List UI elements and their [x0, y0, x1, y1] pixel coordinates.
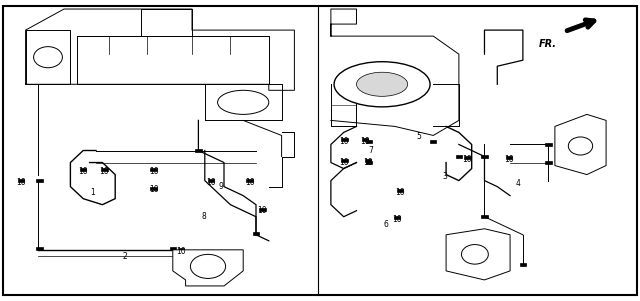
Text: 10: 10	[257, 206, 268, 215]
Bar	[430, 140, 436, 143]
Bar	[259, 208, 266, 211]
Text: 10: 10	[339, 158, 349, 167]
Text: 10: 10	[339, 137, 349, 146]
Text: 3: 3	[442, 172, 447, 181]
Bar	[253, 232, 259, 235]
Text: 7: 7	[369, 146, 374, 155]
Ellipse shape	[191, 254, 226, 278]
Bar	[36, 247, 43, 250]
Bar	[545, 161, 552, 164]
Bar	[366, 140, 372, 143]
Bar	[341, 138, 348, 141]
Bar	[80, 168, 86, 171]
Text: 10: 10	[176, 247, 186, 256]
Text: 10: 10	[462, 155, 472, 164]
Text: 10: 10	[244, 178, 255, 187]
Text: 6: 6	[383, 220, 388, 229]
Text: 10: 10	[148, 167, 159, 176]
Text: 10: 10	[206, 178, 216, 187]
Bar	[101, 168, 108, 171]
Bar	[545, 143, 552, 146]
Text: 10: 10	[504, 155, 514, 164]
Bar	[362, 138, 368, 141]
Bar	[208, 179, 214, 182]
Bar	[195, 149, 202, 152]
Bar	[246, 179, 253, 182]
Bar	[365, 159, 371, 162]
Ellipse shape	[34, 47, 63, 68]
Bar	[366, 161, 372, 164]
Bar	[18, 179, 24, 182]
Text: FR.: FR.	[539, 39, 557, 48]
Bar	[394, 216, 400, 219]
Text: 1: 1	[90, 188, 95, 197]
Bar	[464, 156, 470, 159]
Ellipse shape	[568, 137, 593, 155]
Text: 8: 8	[201, 212, 206, 221]
Bar	[456, 155, 462, 158]
Circle shape	[334, 62, 430, 107]
Bar	[397, 189, 403, 192]
Text: 10: 10	[16, 178, 26, 187]
Text: 10: 10	[78, 167, 88, 176]
Bar	[481, 215, 488, 218]
Circle shape	[218, 90, 269, 114]
Bar	[178, 248, 184, 251]
Bar	[36, 179, 43, 182]
Ellipse shape	[461, 244, 488, 264]
Polygon shape	[173, 250, 243, 286]
Polygon shape	[446, 229, 510, 280]
Text: 10: 10	[360, 137, 370, 146]
Bar	[170, 247, 176, 250]
Circle shape	[356, 72, 408, 96]
Text: 10: 10	[395, 188, 405, 197]
Bar	[506, 156, 512, 159]
Text: 10: 10	[363, 158, 373, 167]
Text: 2: 2	[122, 252, 127, 261]
Bar	[150, 187, 157, 190]
Polygon shape	[555, 114, 606, 175]
Text: 10: 10	[392, 215, 402, 224]
Text: 4: 4	[516, 179, 521, 188]
Text: 10: 10	[99, 167, 109, 176]
Bar	[341, 159, 348, 162]
Bar	[520, 263, 526, 266]
Bar	[481, 155, 488, 158]
Bar	[150, 168, 157, 171]
Text: 9: 9	[218, 182, 223, 191]
Text: 10: 10	[148, 185, 159, 194]
Text: 5: 5	[417, 132, 422, 141]
